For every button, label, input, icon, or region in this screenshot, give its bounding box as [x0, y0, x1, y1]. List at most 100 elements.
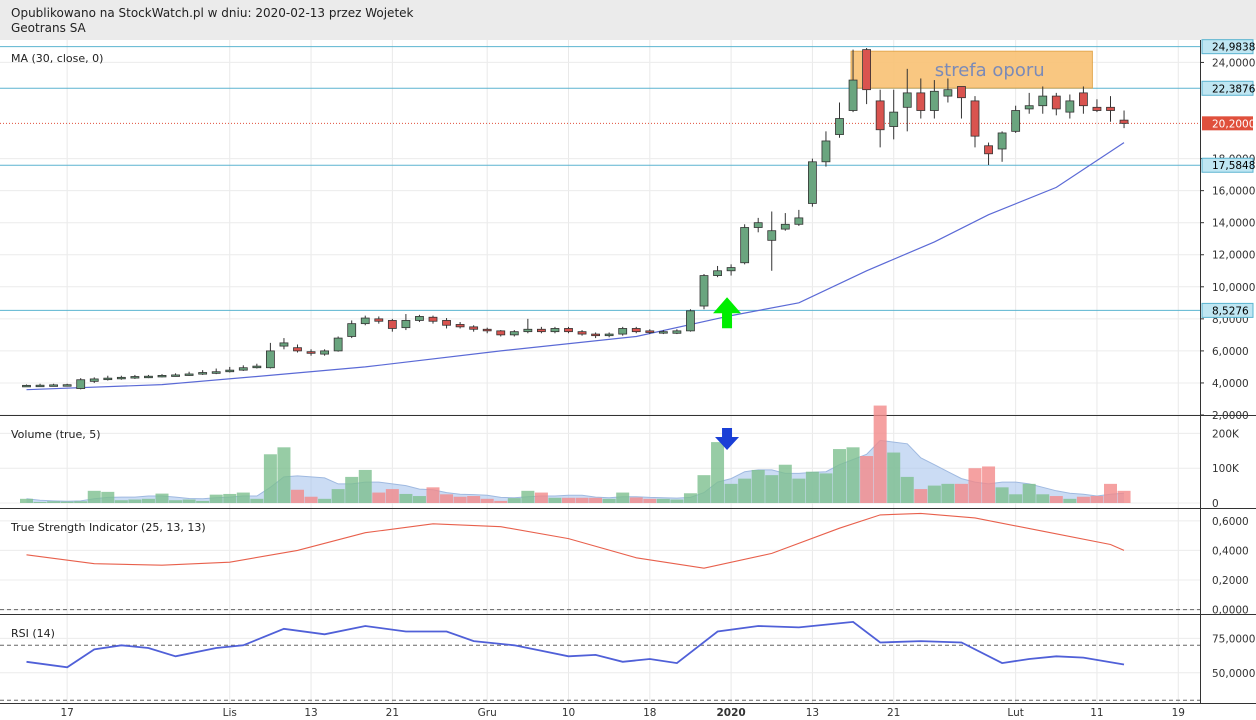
volume-pane[interactable]: [20, 405, 1131, 503]
rsi-tick-label: 50,0000: [1212, 668, 1255, 680]
volume-bar: [1076, 496, 1090, 503]
volume-bar: [656, 498, 670, 503]
price-tick-label: 4,0000: [1212, 378, 1249, 390]
candle: [835, 102, 844, 138]
volume-bar: [223, 493, 237, 503]
candle-body: [957, 86, 966, 99]
volume-bar: [331, 489, 345, 503]
candle-body: [130, 376, 140, 379]
tsi-tick-label: 0,4000: [1212, 545, 1249, 557]
candle-body: [1092, 106, 1102, 111]
candle-body: [604, 333, 614, 337]
candle-body: [564, 328, 573, 333]
volume-bar: [534, 492, 548, 503]
candle: [794, 209, 804, 226]
candle-body: [238, 367, 248, 371]
volume-bar: [467, 496, 481, 503]
resistance-zone-label: strefa oporu: [935, 60, 1045, 81]
candle: [1119, 110, 1129, 129]
candle: [76, 378, 86, 390]
level-label: 24,9838: [1212, 42, 1255, 54]
volume-bar: [250, 498, 264, 503]
volume-bar: [873, 405, 887, 503]
candle: [238, 365, 248, 371]
candle-body: [821, 140, 831, 163]
time-tick-label: 19: [1172, 707, 1185, 719]
candle-body: [577, 331, 587, 335]
volume-bar: [480, 498, 494, 503]
candle-body: [523, 328, 533, 333]
candle-body: [184, 373, 194, 376]
time-tick-label: 17: [60, 707, 73, 719]
chart-header: Opublikowano na StockWatch.pl w dniu: 20…: [0, 0, 1256, 40]
candle: [279, 338, 289, 350]
volume-bar: [385, 489, 399, 503]
candle: [198, 370, 208, 375]
candle: [821, 131, 831, 167]
candle: [767, 211, 777, 271]
time-tick-label: 13: [304, 707, 317, 719]
volume-bar: [616, 492, 630, 503]
volume-tick-label: 0: [1212, 498, 1219, 510]
volume-bar: [20, 498, 33, 503]
rsi-pane[interactable]: [0, 620, 1200, 701]
candle-body: [808, 161, 817, 204]
candle: [509, 330, 519, 337]
candle-body: [997, 132, 1007, 150]
volume-bar: [209, 494, 223, 503]
candle: [306, 349, 316, 356]
volume-bar: [819, 473, 833, 503]
candle-body: [265, 350, 275, 369]
candle: [360, 315, 370, 326]
candle: [1079, 86, 1088, 114]
candle: [875, 89, 885, 148]
price-tick-label: 24,0000: [1212, 57, 1255, 69]
candle-body: [387, 320, 397, 329]
candle-body: [333, 337, 343, 352]
volume-bar: [114, 500, 128, 503]
candle-body: [469, 326, 479, 330]
candle: [157, 374, 167, 378]
rsi-line: [26, 620, 1125, 669]
volume-bar: [1117, 490, 1131, 503]
candle: [902, 68, 912, 132]
candle-body: [862, 49, 871, 91]
candle: [808, 158, 817, 207]
candle-body: [49, 384, 58, 387]
candle-body: [347, 323, 357, 337]
price-pane[interactable]: strefa oporu: [0, 46, 1200, 391]
publish-info: Opublikowano na StockWatch.pl w dniu: 20…: [11, 6, 414, 20]
volume-bar: [941, 483, 955, 503]
candle: [347, 320, 357, 339]
volume-bar: [778, 464, 792, 503]
candle-body: [658, 331, 668, 334]
volume-bar: [562, 497, 575, 503]
candle-body: [103, 377, 113, 381]
candle-body: [848, 79, 858, 111]
volume-bar: [724, 483, 738, 503]
candle: [455, 322, 465, 329]
candle: [564, 326, 573, 334]
volume-bar: [914, 489, 928, 503]
volume-bar: [440, 494, 454, 503]
candle-body: [984, 145, 993, 155]
candle: [943, 78, 953, 103]
tsi-pane[interactable]: [0, 512, 1200, 611]
level-label: 17,5848: [1212, 160, 1255, 172]
volume-bar: [765, 475, 779, 503]
level-label-box: [1201, 302, 1254, 318]
candle-body: [794, 217, 804, 225]
candle-body: [225, 369, 235, 373]
volume-bar: [101, 491, 115, 503]
last-price-label: 20,2000: [1212, 118, 1255, 130]
pane-titles: MA (30, close, 0) Volume (true, 5) True St…: [10, 52, 206, 640]
tsi-line: [26, 512, 1125, 569]
candle: [320, 349, 330, 356]
volume-bar: [697, 475, 711, 503]
volume-bar: [47, 501, 61, 503]
candle-body: [699, 275, 709, 307]
price-tick-label: 10,0000: [1212, 282, 1255, 294]
volume-bar: [860, 456, 874, 503]
candle-body: [428, 316, 438, 322]
